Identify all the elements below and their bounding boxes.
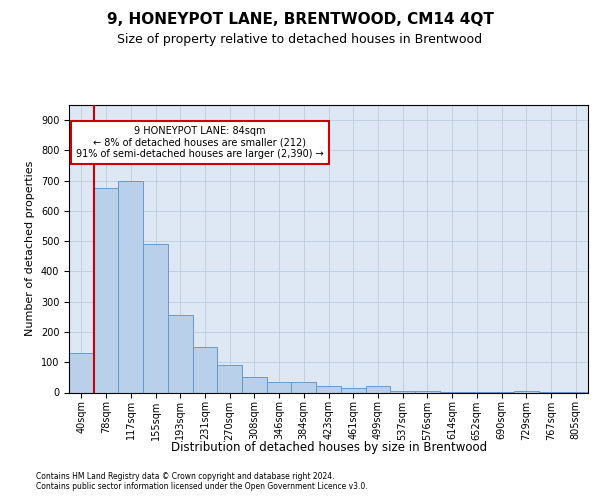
Text: Distribution of detached houses by size in Brentwood: Distribution of detached houses by size … (171, 441, 487, 454)
Bar (365, 386, 390, 392)
Bar (118, 180, 143, 392)
Bar (316, 386, 341, 392)
Bar (292, 382, 316, 392)
Bar (341, 388, 365, 392)
Bar (69, 353, 94, 393)
Text: Contains public sector information licensed under the Open Government Licence v3: Contains public sector information licen… (36, 482, 368, 491)
Bar (242, 378, 267, 392)
Text: 9, HONEYPOT LANE, BRENTWOOD, CM14 4QT: 9, HONEYPOT LANE, BRENTWOOD, CM14 4QT (107, 12, 493, 28)
Y-axis label: Number of detached properties: Number of detached properties (25, 161, 35, 336)
Text: Size of property relative to detached houses in Brentwood: Size of property relative to detached ho… (118, 32, 482, 46)
Bar (514, 391, 539, 392)
Bar (193, 347, 217, 393)
Text: 9 HONEYPOT LANE: 84sqm
← 8% of detached houses are smaller (212)
91% of semi-det: 9 HONEYPOT LANE: 84sqm ← 8% of detached … (76, 126, 324, 160)
Bar (390, 390, 415, 392)
Text: Contains HM Land Registry data © Crown copyright and database right 2024.: Contains HM Land Registry data © Crown c… (36, 472, 335, 481)
Bar (267, 382, 292, 392)
Bar (143, 244, 168, 392)
Bar (168, 316, 193, 392)
Bar (217, 366, 242, 392)
Bar (415, 391, 440, 392)
Bar (94, 188, 118, 392)
